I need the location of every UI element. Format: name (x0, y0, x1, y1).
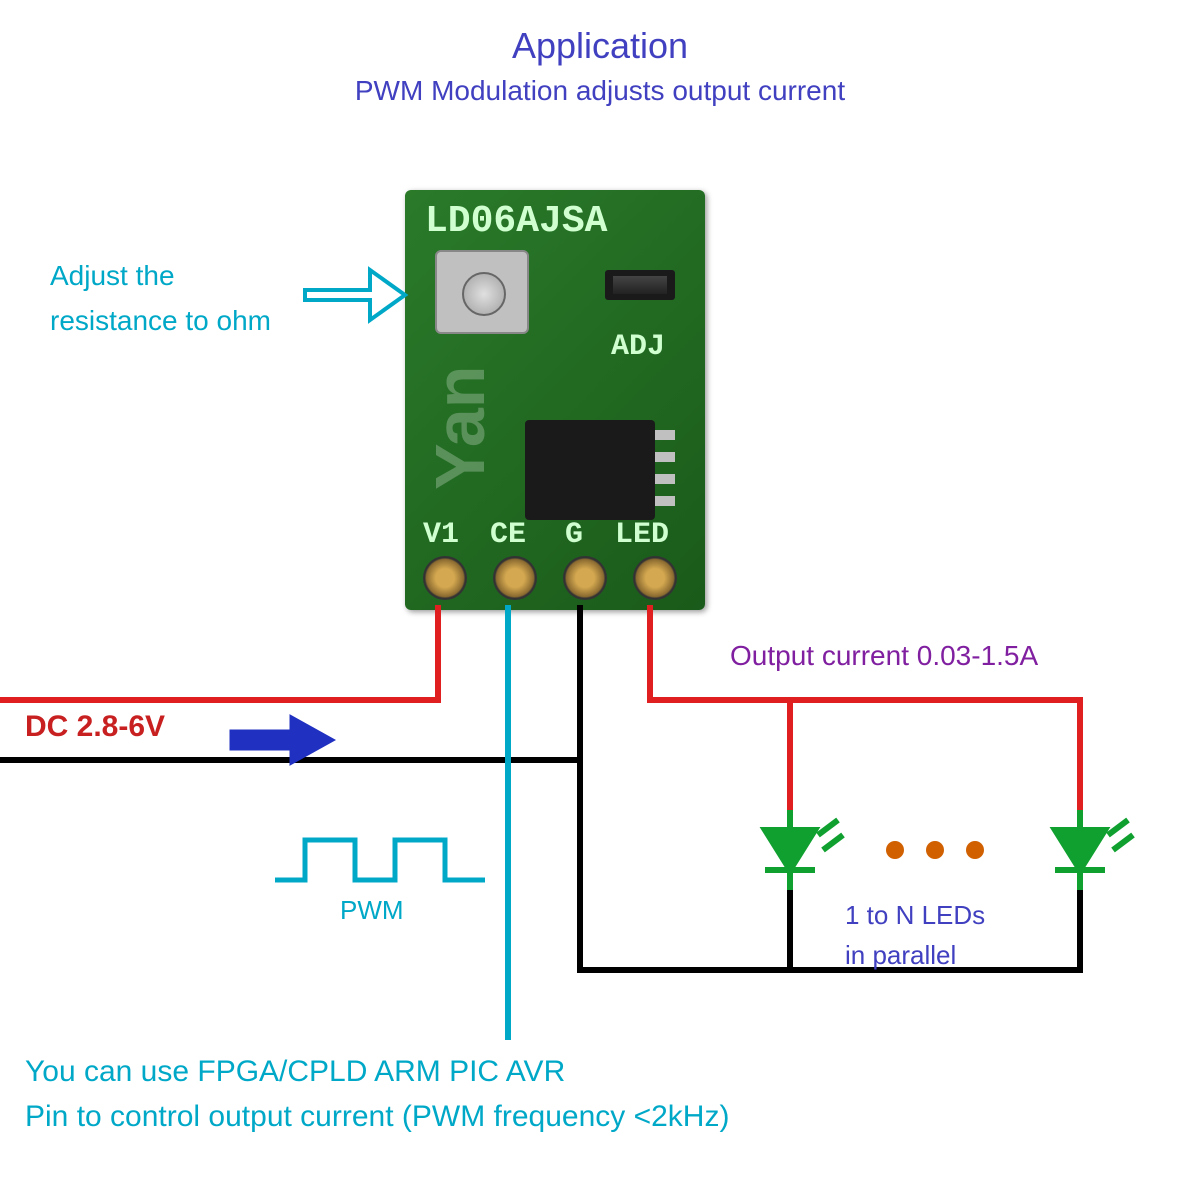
wire-led-red (650, 605, 1080, 810)
pad-led (633, 556, 677, 600)
wire-gnd-right (580, 760, 1080, 970)
pin-led: LED (615, 518, 669, 552)
pwm-waveform-icon (275, 840, 485, 880)
pad-v1 (423, 556, 467, 600)
smd-resistor (605, 270, 675, 300)
pad-g (563, 556, 607, 600)
led-count-1: 1 to N LEDs (845, 900, 985, 931)
page-title: Application (0, 25, 1200, 67)
pin-g: G (565, 518, 583, 552)
potentiometer (435, 250, 529, 334)
ellipsis-dots (886, 841, 984, 859)
led-icon-2 (1055, 810, 1133, 890)
adjust-arrow (305, 270, 405, 320)
led-count-2: in parallel (845, 940, 956, 971)
dc-arrow-icon (230, 715, 335, 765)
pcb-model: LD06AJSA (425, 200, 607, 243)
pad-ce (493, 556, 537, 600)
output-current-label: Output current 0.03-1.5A (730, 640, 1038, 672)
adjust-label-1: Adjust the (50, 260, 175, 292)
subtitle: PWM Modulation adjusts output current (0, 75, 1200, 107)
pin-v1: V1 (423, 518, 459, 552)
adjust-label-2: resistance to ohm (50, 305, 271, 337)
bottom-note-1: You can use FPGA/CPLD ARM PIC AVR (25, 1055, 565, 1089)
led-icon-1 (765, 810, 843, 890)
ic-chip (525, 420, 655, 520)
pin-ce: CE (490, 518, 526, 552)
adj-label: ADJ (611, 330, 665, 364)
pcb-board: LD06AJSA ADJ Yan V1 CE G LED (405, 190, 705, 610)
watermark: Yan (420, 365, 500, 490)
bottom-note-2: Pin to control output current (PWM frequ… (25, 1100, 729, 1134)
pwm-label: PWM (340, 895, 404, 926)
dc-voltage-label: DC 2.8-6V (25, 710, 165, 744)
wire-vin-red (0, 605, 438, 700)
